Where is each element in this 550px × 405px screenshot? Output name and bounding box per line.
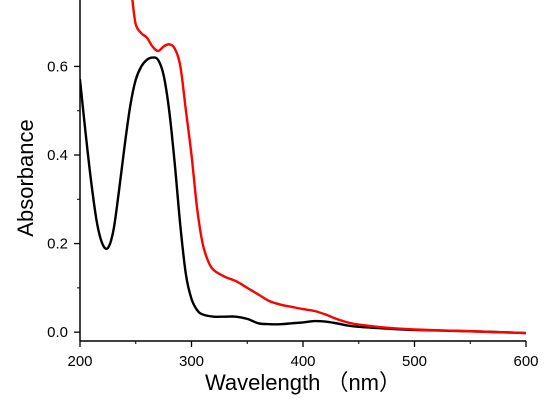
y-tick-label: 0.0 <box>47 324 68 341</box>
series-line-1 <box>80 56 526 335</box>
y-tick-label: 0.2 <box>47 236 68 253</box>
plot-frame <box>79 0 526 342</box>
y-tick-label: 0.6 <box>47 58 68 75</box>
x-tick-label: 400 <box>290 353 315 370</box>
x-tick-label: 300 <box>179 353 204 370</box>
x-axis-title: Wavelength （nm） <box>205 370 401 395</box>
y-tick-label: 0.4 <box>47 147 68 164</box>
x-tick-label: 500 <box>402 353 427 370</box>
x-tick-label: 200 <box>67 353 92 370</box>
x-tick-label: 600 <box>513 353 538 370</box>
y-axis-title: Absorbance <box>13 119 38 236</box>
series-line-2 <box>131 0 526 335</box>
series-layer <box>80 0 526 335</box>
axis-layer: 200 300 400 500 600 0.0 0.2 0.4 0.6 <box>47 58 538 370</box>
